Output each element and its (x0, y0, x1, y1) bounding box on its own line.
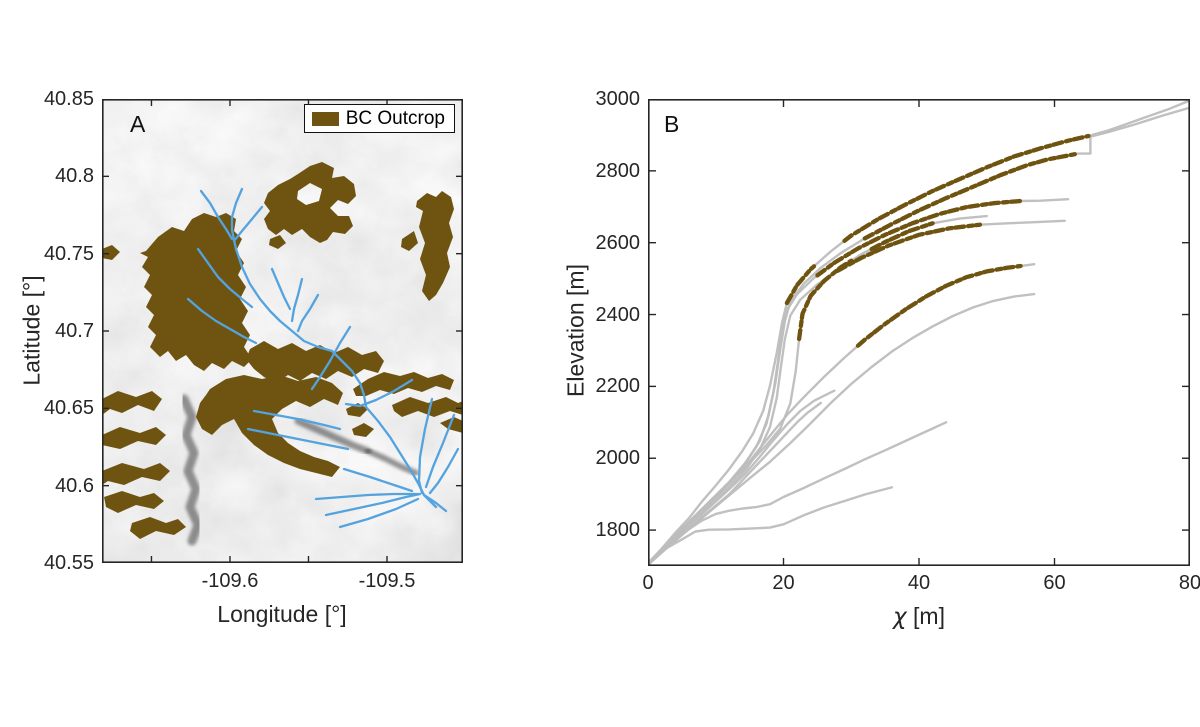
hillshade-map (102, 99, 463, 563)
latitude-tick-label: 40.65 (43, 397, 94, 420)
panel-b-label: B (664, 111, 680, 137)
elevation-tick-label: 3000 (595, 88, 641, 110)
chi-unit: [m] (906, 603, 945, 629)
latitude-tick-label: 40.55 (43, 552, 94, 574)
chi-tick-label: 0 (642, 572, 654, 594)
chi-elevation-plot (648, 99, 1190, 566)
longitude-tick-label: -109.5 (358, 570, 416, 592)
latitude-tick-label: 40.7 (55, 320, 94, 342)
elevation-tick-label: 2600 (595, 231, 641, 254)
panel-b-chart: B (648, 99, 1190, 566)
longitude-tick-label: -109.6 (201, 570, 259, 592)
latitude-tick-label: 40.8 (55, 165, 94, 188)
elevation-tick-label: 1800 (595, 519, 641, 542)
panel-b-xlabel: χ [m] (819, 603, 1019, 630)
panel-a-xlabel: Longitude [°] (217, 601, 347, 627)
latitude-tick-label: 40.6 (55, 474, 94, 497)
chi-tick-label: 40 (907, 572, 931, 594)
panel-a-map: A BC Outcrop (102, 99, 463, 563)
latitude-tick-label: 40.75 (43, 242, 94, 265)
chi-tick-label: 60 (1043, 572, 1066, 594)
chi-symbol: χ (893, 604, 907, 630)
elevation-tick-label: 2800 (595, 159, 641, 182)
panel-b-ylabel: Elevation [m] (562, 264, 589, 397)
elevation-tick-label: 2000 (595, 447, 641, 470)
panel-a-label: A (130, 111, 146, 137)
elevation-tick-label: 2200 (595, 375, 641, 398)
chi-tick-label: 20 (772, 572, 795, 594)
elevation-tick-label: 2400 (595, 303, 641, 326)
chi-tick-label: 80 (1178, 572, 1200, 594)
bc-outcrop-swatch (311, 111, 339, 126)
bc-outcrop-legend-label: BC Outcrop (345, 107, 445, 129)
panel-a-legend: BC Outcrop (303, 104, 455, 133)
latitude-tick-label: 40.85 (43, 88, 94, 110)
